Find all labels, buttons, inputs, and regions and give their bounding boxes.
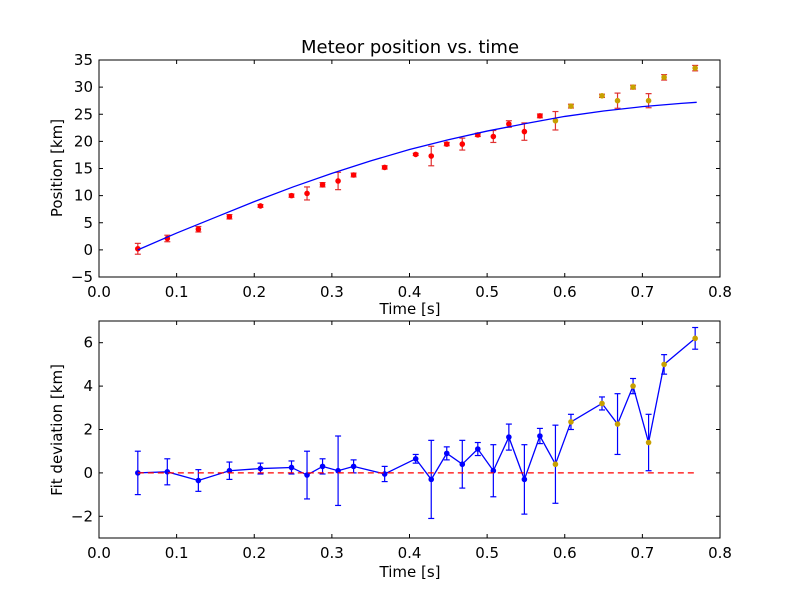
data-point [614, 97, 621, 104]
y-tick-label: −5 [71, 268, 93, 286]
data-point [195, 477, 202, 484]
y-tick-label: 20 [74, 132, 93, 150]
y-tick-label: 0 [83, 464, 93, 482]
data-point [552, 461, 559, 468]
deviation-line [137, 337, 696, 482]
axis-ticks: 0.0 0.1 0.2 0.3 0.4 0.5 0.6 0.7 0.8 −5 0 5 10 15 20 25 3… [71, 51, 732, 301]
data-point [614, 421, 621, 427]
data-point [428, 153, 435, 159]
y-tick-label: 35 [74, 51, 93, 69]
data-point [552, 117, 559, 124]
data-point [630, 383, 636, 389]
chart-title: Meteor position vs. time [301, 37, 519, 58]
data-point [288, 464, 295, 471]
x-tick-label: 0.4 [398, 544, 422, 562]
plot-area [134, 326, 699, 520]
data-point [257, 465, 264, 472]
data-point [428, 476, 435, 483]
y-tick-label: 0 [83, 241, 93, 259]
x-tick-label: 0.6 [553, 283, 577, 301]
data-point [459, 461, 466, 468]
data-point [537, 113, 543, 119]
data-point [521, 128, 528, 135]
y-tick-label: 30 [74, 78, 93, 96]
data-point [521, 476, 528, 483]
x-tick-label: 0.3 [320, 283, 344, 301]
data-point [412, 455, 419, 462]
x-tick-label: 0.2 [242, 544, 266, 562]
data-point [257, 203, 264, 209]
data-point [645, 97, 652, 104]
x-tick-label: 0.0 [87, 283, 111, 301]
y-tick-label: 5 [83, 214, 93, 232]
data-point [661, 74, 667, 81]
data-point [661, 361, 667, 368]
x-tick-label: 0.0 [87, 544, 111, 562]
data-point [599, 400, 605, 407]
axis-ticks: 0.0 0.1 0.2 0.3 0.4 0.5 0.6 0.7 0.8 −2 0 2 4 6 [71, 321, 732, 562]
data-point [459, 141, 466, 147]
data-point [475, 446, 481, 452]
data-point [350, 463, 357, 470]
x-tick-label: 0.3 [320, 544, 344, 562]
data-point [304, 472, 310, 478]
y-tick-label: 15 [74, 160, 93, 178]
data-point [692, 335, 698, 342]
data-point [506, 434, 512, 440]
y-tick-label: 10 [74, 187, 93, 205]
data-point [288, 192, 295, 199]
data-point [692, 65, 698, 71]
data-point [226, 213, 233, 220]
x-tick-label: 0.5 [475, 283, 499, 301]
data-point [381, 164, 388, 171]
x-tick-label: 0.4 [398, 283, 422, 301]
x-tick-label: 0.1 [165, 544, 189, 562]
plot-area [134, 64, 699, 255]
x-tick-label: 0.5 [475, 544, 499, 562]
data-point [568, 419, 574, 425]
x-tick-label: 0.2 [242, 283, 266, 301]
deviation-plot: Fit deviation [km] Time [s] 0.0 0.1 0.2 0.3… [48, 320, 732, 581]
data-point [506, 121, 512, 127]
data-point [412, 151, 419, 158]
position-plot: Meteor position vs. time Position [km] T… [48, 37, 732, 318]
data-point [443, 141, 450, 147]
fit-line [137, 101, 697, 251]
y-tick-label: −2 [71, 507, 93, 525]
x-tick-label: 0.6 [553, 544, 577, 562]
data-point [568, 103, 574, 109]
y-axis-label: Position [km] [48, 119, 66, 217]
data-point [443, 450, 450, 457]
data-point [599, 93, 605, 99]
x-tick-label: 0.8 [708, 544, 732, 562]
data-point [350, 172, 357, 178]
y-tick-label: 6 [83, 334, 93, 352]
data-point [645, 439, 652, 446]
y-tick-label: 2 [83, 421, 93, 439]
data-point [319, 181, 326, 188]
data-point [630, 84, 636, 90]
x-axis-label: Time [s] [379, 563, 441, 581]
data-point [490, 133, 497, 140]
data-point [195, 226, 202, 233]
data-point [335, 178, 341, 184]
x-tick-label: 0.7 [630, 283, 654, 301]
x-tick-label: 0.1 [165, 283, 189, 301]
x-axis-label: Time [s] [379, 300, 441, 318]
y-axis-label: Fit deviation [km] [48, 364, 66, 496]
data-point [304, 190, 310, 197]
x-tick-label: 0.7 [630, 544, 654, 562]
y-tick-label: 25 [74, 105, 93, 123]
x-tick-label: 0.8 [708, 283, 732, 301]
data-point [319, 463, 326, 470]
data-point [537, 433, 543, 439]
y-tick-label: 4 [83, 377, 93, 395]
